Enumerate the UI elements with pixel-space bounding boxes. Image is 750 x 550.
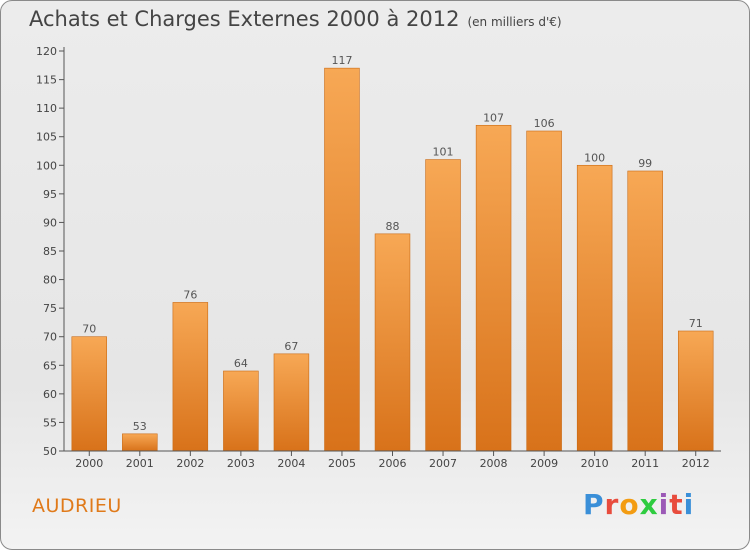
x-tick-label: 2005 — [328, 457, 356, 470]
bar-2010 — [576, 164, 613, 452]
bar-value-label: 67 — [284, 340, 298, 353]
chart-subtitle: (en milliers d'€) — [467, 15, 562, 29]
x-tick-label: 2009 — [530, 457, 558, 470]
logo-letter: i — [683, 488, 695, 521]
y-tick-label: 50 — [43, 445, 57, 458]
axes: 2000 2001 2002 2003 2004 2005 2006 2007 2008 2009… — [36, 45, 721, 470]
x-tick-label: 2011 — [631, 457, 659, 470]
bar-value-label: 88 — [386, 220, 400, 233]
bar-value-label: 101 — [433, 146, 454, 159]
y-tick-label: 100 — [36, 159, 57, 172]
y-tick-label: 90 — [43, 216, 57, 229]
bar-2004 — [273, 353, 310, 452]
y-tick-label: 105 — [36, 131, 57, 144]
logo-letter: r — [604, 488, 620, 521]
y-tick-label: 55 — [43, 416, 57, 429]
y-tick-label: 70 — [43, 331, 57, 344]
x-tick-label: 2004 — [277, 457, 305, 470]
y-tick-label: 60 — [43, 388, 57, 401]
bar-2009 — [526, 130, 562, 452]
bar-value-label: 117 — [331, 54, 352, 67]
bar-value-label: 107 — [483, 111, 504, 124]
bars-layer: 70 53 76 64 67 117 88 101 107 106 100 99 71 — [71, 54, 714, 452]
chart-title-text: Achats et Charges Externes 2000 à 2012 — [29, 7, 460, 31]
logo-letter: o — [619, 488, 640, 521]
bar-2007 — [425, 159, 461, 452]
bar-2005 — [324, 67, 360, 452]
bar-2008 — [475, 124, 512, 452]
bar-value-label: 106 — [534, 117, 555, 130]
x-tick-label: 2002 — [176, 457, 204, 470]
chart-title: Achats et Charges Externes 2000 à 2012 (e… — [29, 7, 562, 31]
bar-2006 — [374, 233, 411, 452]
bar-2002 — [172, 302, 209, 452]
y-tick-label: 85 — [43, 245, 57, 258]
commune-name: AUDRIEU — [32, 495, 122, 517]
y-tick-label: 115 — [36, 74, 57, 87]
x-tick-label: 2010 — [581, 457, 609, 470]
bar-value-label: 53 — [133, 420, 147, 433]
bar-value-label: 100 — [584, 151, 605, 164]
logo-letter: P — [583, 488, 605, 521]
bar-2011 — [627, 170, 663, 452]
x-tick-label: 2003 — [227, 457, 255, 470]
bar-value-label: 64 — [234, 357, 248, 370]
x-tick-label: 2008 — [480, 457, 508, 470]
y-tick-label: 65 — [43, 359, 57, 372]
logo-letter: t — [669, 488, 684, 521]
x-tick-label: 2007 — [429, 457, 457, 470]
y-tick-label: 110 — [36, 102, 57, 115]
y-tick-label: 80 — [43, 274, 57, 287]
bar-value-label: 99 — [638, 157, 652, 170]
bar-value-label: 70 — [82, 323, 96, 336]
x-tick-label: 2012 — [682, 457, 710, 470]
y-tick-label: 75 — [43, 302, 57, 315]
y-tick-label: 120 — [36, 45, 57, 58]
logo-letter: x — [639, 488, 659, 521]
bar-2012 — [677, 330, 714, 452]
x-tick-label: 2000 — [75, 457, 103, 470]
bar-value-label: 71 — [689, 317, 703, 330]
logo-letter: i — [658, 488, 670, 521]
y-tick-label: 95 — [43, 188, 57, 201]
bar-2001 — [122, 433, 158, 452]
proxiti-logo[interactable]: Proxiti — [583, 488, 694, 521]
x-tick-label: 2001 — [126, 457, 154, 470]
bar-value-label: 76 — [183, 288, 197, 301]
bar-2000 — [71, 336, 108, 452]
x-tick-label: 2006 — [379, 457, 407, 470]
bar-2003 — [223, 370, 259, 452]
